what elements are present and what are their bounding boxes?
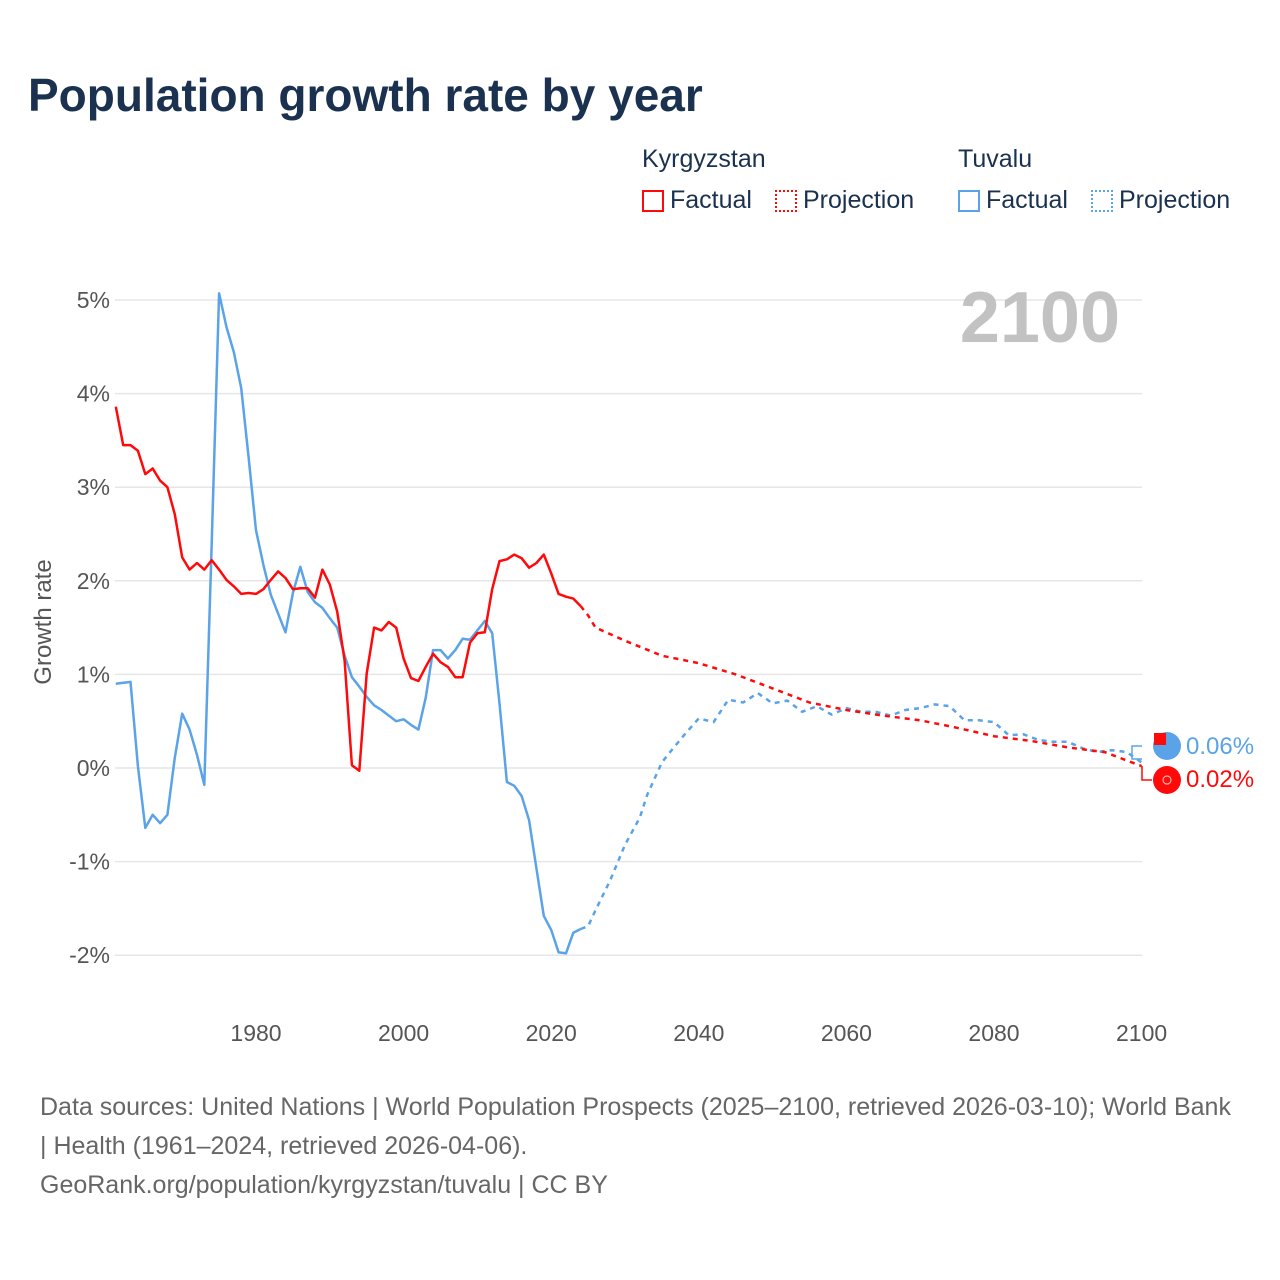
- y-tick-label: -1%: [69, 849, 110, 875]
- y-tick-label: -2%: [69, 942, 110, 968]
- y-tick-label: 0%: [77, 755, 110, 781]
- y-tick-label: 4%: [77, 381, 110, 407]
- connector-kyrgyzstan: [1141, 766, 1152, 781]
- legend-kyrgyzstan-projection[interactable]: Projection: [775, 186, 914, 215]
- legend-swatch-dotted: [1091, 189, 1113, 212]
- legend-kyrgyzstan-factual[interactable]: Factual: [642, 186, 752, 215]
- series-line-kyrgyzstan-projection: [579, 605, 1143, 768]
- end-label-tuvalu: 0.06%: [1186, 733, 1254, 760]
- x-tick-label: 2000: [378, 1020, 429, 1046]
- series-line-tuvalu-factual: [115, 292, 582, 955]
- legend-swatch-dotted: [775, 189, 797, 212]
- legend-label: Projection: [1119, 186, 1231, 214]
- series-line-tuvalu-projection: [580, 691, 1143, 931]
- legend-swatch-solid: [642, 189, 664, 212]
- connector-tuvalu: [1131, 745, 1142, 760]
- legend-tuvalu-factual[interactable]: Factual: [958, 186, 1068, 215]
- x-tick-label: 2060: [821, 1020, 872, 1046]
- x-tick-label: 2100: [1116, 1020, 1167, 1046]
- legend-tuvalu-projection[interactable]: Projection: [1091, 186, 1230, 215]
- legend-label: Projection: [803, 186, 915, 214]
- legend-label: Factual: [986, 186, 1068, 214]
- y-axis-title: Growth rate: [30, 559, 57, 684]
- legend-swatch-solid: [958, 189, 980, 212]
- x-tick-label: 1980: [230, 1020, 281, 1046]
- x-tick-label: 2020: [526, 1020, 577, 1046]
- legend-country-tuvalu: Tuvalu: [958, 145, 1033, 173]
- year-label: 2100: [960, 278, 1120, 358]
- source-link[interactable]: GeoRank.org/population/kyrgyzstan/tuvalu…: [40, 1171, 608, 1199]
- source-text: Data sources: United Nations | World Pop…: [40, 1093, 1231, 1160]
- y-tick-label: 5%: [77, 287, 110, 313]
- source-note: Data sources: United Nations | World Pop…: [40, 1088, 1240, 1205]
- end-label-kyrgyzstan: 0.02%: [1186, 766, 1254, 793]
- kyrgyzstan-flag-sun: [1162, 775, 1172, 785]
- legend-country-kyrgyzstan: Kyrgyzstan: [642, 145, 766, 173]
- kyrgyzstan-flag-icon: [1153, 766, 1181, 794]
- x-tick-label: 2080: [968, 1020, 1019, 1046]
- x-tick-label: 2040: [673, 1020, 724, 1046]
- legend-label: Factual: [670, 186, 752, 214]
- series-line-kyrgyzstan-factual: [114, 406, 582, 773]
- tuvalu-flag-canton: [1154, 733, 1166, 745]
- y-tick-label: 2%: [77, 568, 110, 594]
- y-tick-label: 3%: [77, 474, 110, 500]
- chart-title: Population growth rate by year: [28, 69, 703, 121]
- y-tick-label: 1%: [77, 661, 110, 687]
